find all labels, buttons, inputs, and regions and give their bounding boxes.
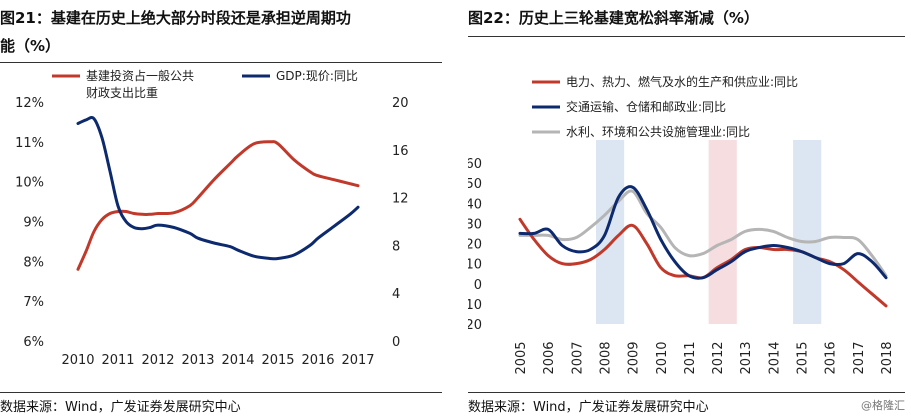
left-top-rule [0,62,442,63]
y-right-tick-label: 16 [392,144,409,159]
legend-label-gdp: GDP:现价:同比 [276,69,358,83]
series-line-water-environment [518,189,888,278]
right-chart: 6050403020100-10-20200520062007200820092… [468,74,895,375]
y-right-tick-label: 8 [392,239,400,254]
y-right-tick-label: 12 [392,192,409,207]
x-tick-label: 2007 [570,341,585,374]
y-tick-label: 40 [468,197,482,212]
y-right-tick-label: 4 [392,287,400,302]
y-left-tick-label: 10% [15,176,44,191]
x-tick-label: 2015 [796,341,811,374]
x-tick-label: 2012 [711,341,726,374]
right-title-line1: 图22：历史上三轮基建宽松斜率渐减（%） [468,9,759,27]
x-tick-label: 2016 [301,353,334,368]
left-source-note: 数据来源：Wind，广发证券发展研究中心 [0,400,241,415]
x-tick-label: 2005 [514,341,529,374]
shaded-period-3 [793,140,822,324]
y-tick-label: 0 [474,278,482,293]
legend-label-1: 电力、热力、燃气及水的生产和供应业:同比 [566,74,798,89]
legend-label-infra-share-line2: 财政支出比重 [86,86,158,100]
series-line-transport-storage [518,185,888,280]
right-source-note: 数据来源：Wind，广发证券发展研究中心 [468,400,709,415]
legend-label-2: 交通运输、仓储和邮政业:同比 [566,99,726,114]
y-left-tick-label: 12% [15,96,44,111]
y-tick-label: 50 [468,177,482,192]
legend-label-3: 水利、环境和公共设施管理业:同比 [566,124,750,139]
shaded-period-2 [708,140,737,324]
y-left-tick-label: 6% [23,335,44,350]
right-figure: 图22：历史上三轮基建宽松斜率渐减（%） 6050403020100-10-20… [468,0,911,419]
x-tick-label: 2018 [880,341,895,374]
x-tick-label: 2010 [61,353,94,368]
x-tick-label: 2010 [655,341,670,374]
x-tick-label: 2017 [852,341,867,374]
y-tick-label: -20 [468,318,482,333]
shaded-period-1 [596,140,625,324]
series-line-infra-share [76,140,360,271]
x-tick-label: 2009 [627,341,642,374]
left-title-line2: 能（%） [0,37,61,55]
x-tick-label: 2014 [221,353,254,368]
y-tick-label: 30 [468,217,482,232]
x-tick-label: 2011 [101,353,134,368]
watermark: @格隆汇 [861,399,905,412]
legend-label-infra-share-line1: 基建投资占一般公共 [86,68,194,83]
series-line-gdp [76,116,360,261]
right-top-rule [468,36,905,37]
left-bottom-rule [0,392,442,393]
y-tick-label: 10 [468,258,482,273]
left-figure: 图21：基建在历史上绝大部分时段还是承担逆周期功 能（%） 12% 11% 10% 9… [0,0,448,419]
right-figure-title: 图22：历史上三轮基建宽松斜率渐减（%） [468,4,759,32]
y-left-tick-label: 9% [23,216,44,231]
y-tick-label: 20 [468,238,482,253]
y-right-tick-label: 20 [392,96,409,111]
y-tick-label: -10 [468,298,482,313]
left-title-line1: 图21：基建在历史上绝大部分时段还是承担逆周期功 [0,9,351,27]
x-tick-label: 2015 [261,353,294,368]
x-tick-label: 2011 [683,341,698,374]
y-right-tick-label: 0 [392,335,400,350]
x-tick-label: 2012 [141,353,174,368]
y-tick-label: 60 [468,157,482,172]
x-tick-label: 2008 [598,341,613,374]
y-left-tick-label: 11% [15,136,44,151]
y-left-tick-label: 7% [23,295,44,310]
x-tick-label: 2017 [341,353,374,368]
left-figure-title: 图21：基建在历史上绝大部分时段还是承担逆周期功 能（%） [0,4,351,60]
x-tick-label: 2006 [542,341,557,374]
x-tick-label: 2013 [181,353,214,368]
y-left-tick-label: 8% [23,255,44,270]
right-bottom-rule [468,392,905,393]
x-tick-label: 2016 [824,341,839,374]
x-tick-label: 2014 [767,341,782,374]
x-tick-label: 2013 [739,341,754,374]
